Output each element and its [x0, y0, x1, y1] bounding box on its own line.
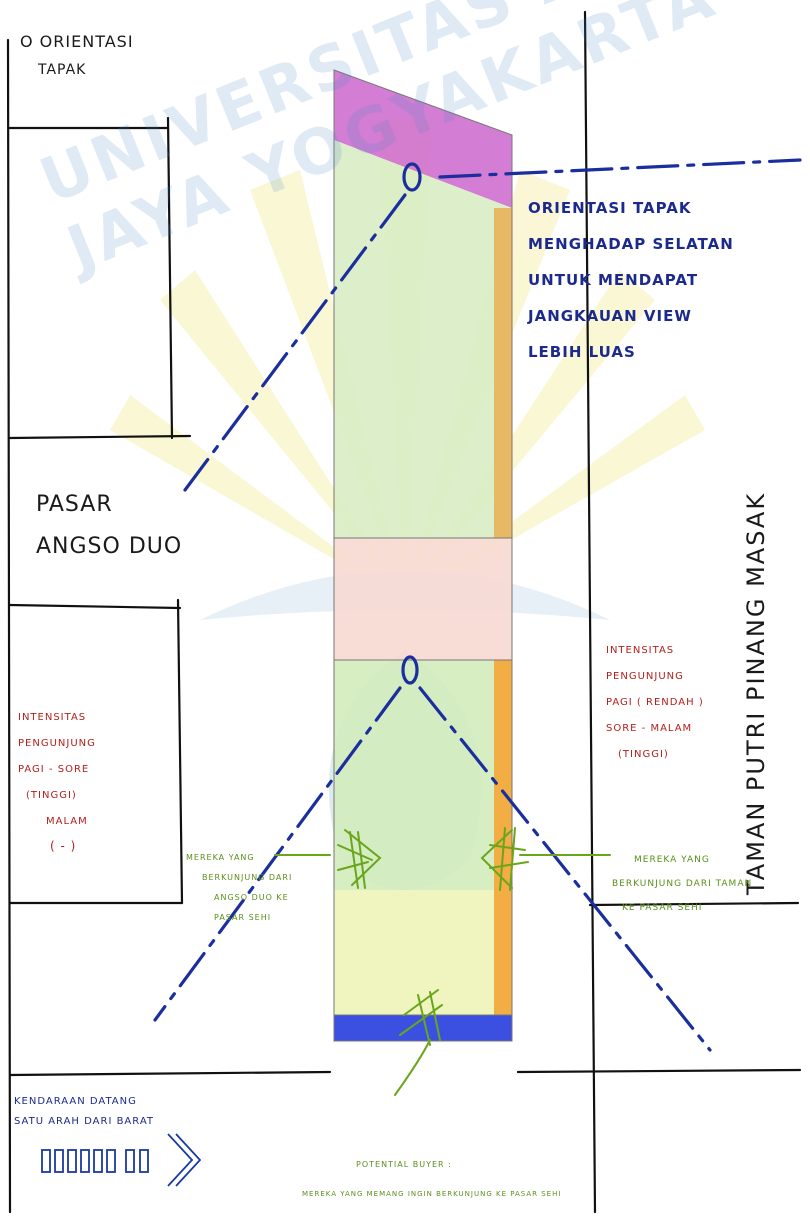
- orientation-note-line: UNTUK MENDAPAT: [528, 271, 699, 289]
- right-visitors-line: BERKUNJUNG DARI TAMAN: [612, 879, 753, 889]
- orientation-note-line: MENGHADAP SELATAN: [528, 235, 734, 253]
- buyer-note-line2: MEREKA YANG MEMANG INGIN BERKUNJUNG KE P…: [302, 1190, 562, 1198]
- buyer-leader: [394, 1039, 431, 1096]
- vehicle-direction-icon: [167, 1133, 194, 1187]
- lower-green-zone: [334, 660, 512, 890]
- visitor-arrows: [274, 827, 611, 1096]
- vehicle-arrows: [41, 1133, 202, 1187]
- orientation-note-line: JANGKAUAN VIEW: [528, 307, 692, 325]
- right-visitors-note: MEREKA YANG BERKUNJUNG DARI TAMAN KE PAS…: [612, 848, 752, 920]
- left-intensity-line: PAGI - SORE: [18, 764, 90, 775]
- right-visitors-line: KE PASAR SEHI: [622, 903, 703, 913]
- diagram-title-line2: TAPAK: [38, 62, 87, 78]
- orientation-note-line: ORIENTASI TAPAK: [528, 199, 692, 217]
- pink-zone: [334, 538, 512, 660]
- right-intensity-line: SORE - MALAM: [606, 723, 693, 734]
- vehicles-note: KENDARAAN DATANG: [14, 1096, 137, 1107]
- left-intensity-line: (TINGGI): [26, 790, 77, 801]
- south-axis-origin: [401, 655, 419, 685]
- site-outline: [333, 69, 513, 1042]
- lime-zone: [334, 890, 512, 1015]
- right-visitor-arrow-icon: [480, 829, 513, 889]
- right-intensity-line: (TINGGI): [618, 749, 669, 760]
- diagram-title: O ORIENTASI: [20, 32, 134, 51]
- left-visitor-arrow-icon: [344, 829, 382, 886]
- left-intensity-note: INTENSITAS PENGUNJUNG PAGI - SORE (TINGG…: [18, 705, 96, 857]
- left-visitors-line: BERKUNJUNG DARI: [202, 873, 293, 882]
- upper-green-zone: [334, 140, 512, 538]
- left-place-label-line2: ANGSO DUO: [36, 534, 183, 559]
- left-visitors-note: MEREKA YANG BERKUNJUNG DARI ANGSO DUO KE…: [186, 848, 292, 928]
- left-visitors-line: MEREKA YANG: [186, 853, 255, 862]
- left-visitors-line: PASAR SEHI: [214, 913, 272, 922]
- left-intensity-line: PENGUNJUNG: [18, 738, 96, 749]
- right-visitors-line: MEREKA YANG: [634, 855, 710, 865]
- orientation-note-line: LEBIH LUAS: [528, 343, 636, 361]
- left-visitors-line: ANGSO DUO KE: [214, 893, 289, 902]
- left-place-label: PASAR: [36, 492, 113, 517]
- street-lines: [6, 10, 802, 1214]
- orange-strip-upper: [494, 208, 512, 538]
- magenta-zone: [334, 70, 512, 208]
- left-intensity-line: MALAM: [46, 816, 88, 827]
- left-intensity-line: INTENSITAS: [18, 712, 87, 723]
- buyer-arrow-icon: [399, 989, 443, 1046]
- right-intensity-line: INTENSITAS: [606, 645, 675, 656]
- north-axis-origin: [402, 162, 422, 192]
- vehicles-note-line2: SATU ARAH DARI BARAT: [14, 1116, 154, 1127]
- right-intensity-note: INTENSITAS PENGUNJUNG PAGI ( RENDAH ) SO…: [606, 638, 704, 768]
- right-intensity-line: PAGI ( RENDAH ): [606, 697, 704, 708]
- left-intensity-line: ( - ): [50, 839, 77, 853]
- right-intensity-line: PENGUNJUNG: [606, 671, 684, 682]
- orientation-note: ORIENTASI TAPAK MENGHADAP SELATAN UNTUK …: [528, 190, 798, 370]
- right-place-label: TAMAN PUTRI PINANG MASAK: [742, 491, 770, 895]
- buyer-note: POTENTIAL BUYER :: [356, 1160, 452, 1169]
